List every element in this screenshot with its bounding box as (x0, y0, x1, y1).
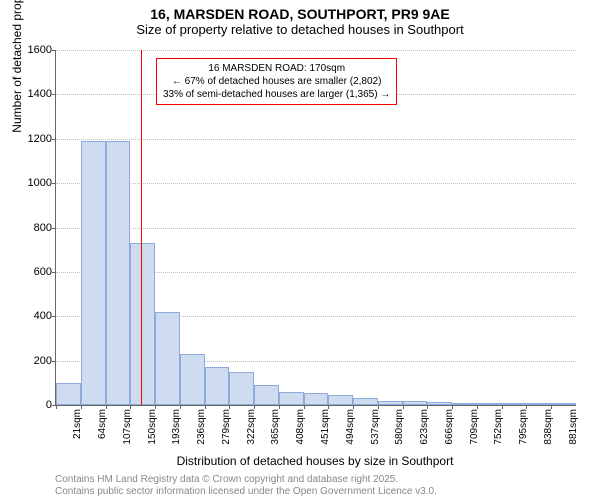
histogram-bar (279, 392, 304, 405)
histogram-bar (205, 367, 230, 405)
histogram-bar (106, 141, 131, 405)
footer-line-2: Contains public sector information licen… (55, 486, 437, 498)
y-tick-mark (52, 50, 56, 51)
histogram-bar (427, 402, 452, 405)
histogram-bar (229, 372, 254, 405)
x-tick-mark (279, 405, 280, 409)
x-tick-mark (205, 405, 206, 409)
annotation-line-3: 33% of semi-detached houses are larger (… (163, 88, 390, 101)
x-tick-mark (477, 405, 478, 409)
grid-line (56, 228, 576, 229)
grid-line (56, 139, 576, 140)
x-tick-label: 752sqm (493, 409, 504, 445)
x-tick-mark (81, 405, 82, 409)
x-tick-mark (502, 405, 503, 409)
histogram-bar (353, 398, 378, 405)
y-axis-label: Number of detached properties (10, 0, 24, 225)
x-tick-label: 236sqm (196, 409, 207, 445)
x-tick-mark (229, 405, 230, 409)
x-tick-mark (353, 405, 354, 409)
x-tick-mark (304, 405, 305, 409)
y-tick-mark (52, 139, 56, 140)
annotation-box: 16 MARSDEN ROAD: 170sqm← 67% of detached… (156, 58, 397, 105)
histogram-bar (477, 403, 502, 405)
y-tick-mark (52, 183, 56, 184)
y-tick-label: 0 (46, 399, 52, 411)
histogram-bar (502, 403, 527, 405)
x-tick-mark (551, 405, 552, 409)
x-tick-mark (403, 405, 404, 409)
x-tick-mark (56, 405, 57, 409)
x-tick-mark (254, 405, 255, 409)
chart-container: 16, MARSDEN ROAD, SOUTHPORT, PR9 9AE Siz… (0, 0, 600, 500)
x-tick-label: 623sqm (419, 409, 430, 445)
x-tick-label: 537sqm (370, 409, 381, 445)
x-tick-mark (378, 405, 379, 409)
x-tick-mark (427, 405, 428, 409)
x-tick-mark (106, 405, 107, 409)
histogram-bar (378, 401, 403, 405)
x-tick-label: 322sqm (246, 409, 257, 445)
grid-line (56, 50, 576, 51)
grid-line (56, 183, 576, 184)
histogram-bar (452, 403, 477, 405)
x-tick-label: 580sqm (394, 409, 405, 445)
histogram-bar (56, 383, 81, 405)
x-tick-label: 838sqm (543, 409, 554, 445)
x-tick-label: 451sqm (320, 409, 331, 445)
x-tick-label: 21sqm (72, 409, 83, 439)
y-tick-label: 800 (34, 222, 52, 234)
x-tick-label: 881sqm (568, 409, 579, 445)
histogram-bar (551, 403, 576, 405)
histogram-bar (180, 354, 205, 405)
y-tick-label: 1200 (28, 133, 52, 145)
x-tick-label: 279sqm (221, 409, 232, 445)
x-axis-label: Distribution of detached houses by size … (55, 454, 575, 468)
x-tick-mark (452, 405, 453, 409)
x-tick-label: 709sqm (469, 409, 480, 445)
annotation-line-1: 16 MARSDEN ROAD: 170sqm (163, 62, 390, 75)
attribution-footer: Contains HM Land Registry data © Crown c… (55, 474, 437, 498)
x-tick-label: 193sqm (171, 409, 182, 445)
y-tick-label: 1600 (28, 44, 52, 56)
y-tick-label: 600 (34, 266, 52, 278)
annotation-line-2: ← 67% of detached houses are smaller (2,… (163, 75, 390, 88)
x-tick-label: 150sqm (147, 409, 158, 445)
chart-subtitle: Size of property relative to detached ho… (0, 22, 600, 37)
x-tick-label: 666sqm (444, 409, 455, 445)
y-tick-label: 200 (34, 355, 52, 367)
y-tick-label: 1000 (28, 177, 52, 189)
footer-line-1: Contains HM Land Registry data © Crown c… (55, 474, 437, 486)
histogram-bar (328, 395, 353, 405)
histogram-bar (254, 385, 279, 405)
y-tick-mark (52, 272, 56, 273)
y-tick-mark (52, 316, 56, 317)
x-tick-label: 795sqm (518, 409, 529, 445)
x-tick-label: 494sqm (345, 409, 356, 445)
x-tick-mark (526, 405, 527, 409)
x-tick-label: 64sqm (97, 409, 108, 439)
y-tick-mark (52, 361, 56, 362)
x-tick-label: 408sqm (295, 409, 306, 445)
plot-area: 0200400600800100012001400160021sqm64sqm1… (55, 50, 576, 406)
y-tick-label: 1400 (28, 88, 52, 100)
chart-title: 16, MARSDEN ROAD, SOUTHPORT, PR9 9AE (0, 0, 600, 22)
x-tick-mark (328, 405, 329, 409)
x-tick-label: 365sqm (270, 409, 281, 445)
y-tick-label: 400 (34, 310, 52, 322)
histogram-bar (130, 243, 155, 405)
x-tick-mark (130, 405, 131, 409)
x-tick-mark (155, 405, 156, 409)
x-tick-label: 107sqm (122, 409, 133, 445)
histogram-bar (403, 401, 428, 405)
x-tick-mark (180, 405, 181, 409)
histogram-bar (304, 393, 329, 405)
histogram-bar (155, 312, 180, 405)
y-tick-mark (52, 94, 56, 95)
histogram-bar (81, 141, 106, 405)
y-tick-mark (52, 228, 56, 229)
reference-line (141, 50, 142, 405)
histogram-bar (526, 403, 551, 405)
